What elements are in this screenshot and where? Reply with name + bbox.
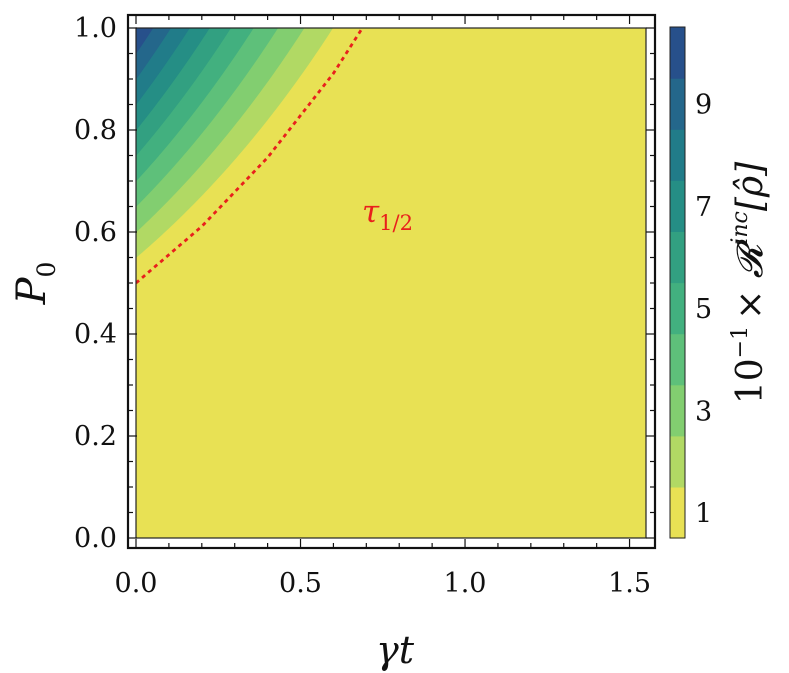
colorbar-band <box>670 129 685 181</box>
y-tick-label: 1.0 <box>74 13 117 44</box>
y-tick-label: 0.6 <box>74 217 117 248</box>
y-tick-label: 0.4 <box>74 319 117 350</box>
x-axis-title: γt <box>376 628 415 672</box>
x-tick-label: 1.5 <box>608 568 651 599</box>
y-axis-title: P0 <box>9 262 61 306</box>
colorbar-band <box>670 435 685 488</box>
colorbar-band <box>670 180 685 232</box>
colorbar-tick-label: 1 <box>695 498 712 529</box>
outer-frame <box>126 13 657 550</box>
colorbar-band <box>670 282 685 335</box>
colorbar-band <box>670 486 685 539</box>
x-tick-label: 0.0 <box>115 568 158 599</box>
colorbar-tick-label: 3 <box>695 396 712 427</box>
contour-band-9 <box>136 28 154 55</box>
colorbar-band <box>670 384 685 437</box>
x-tick-label: 0.5 <box>279 568 322 599</box>
y-tick-label: 0.8 <box>74 115 117 146</box>
y-tick-label: 0.0 <box>74 523 117 554</box>
colorbar-band <box>670 27 685 79</box>
colorbar-band <box>670 231 685 284</box>
colorbar-band <box>670 333 685 386</box>
plot-frame <box>135 27 647 539</box>
colorbar-tick-label: 7 <box>695 192 712 223</box>
colorbar-tick-label: 9 <box>695 90 712 121</box>
svg-text:P0: P0 <box>9 262 61 306</box>
x-tick-label: 1.0 <box>444 568 487 599</box>
svg-text:10−1× 𝓡inc[ρ̂]: 10−1× 𝓡inc[ρ̂] <box>728 161 771 404</box>
colorbar-title: 10−1× 𝓡inc[ρ̂] <box>728 161 771 404</box>
y-tick-label: 0.2 <box>74 421 117 452</box>
colorbar-tick-label: 5 <box>695 294 712 325</box>
tau-half-label: τ1/2 <box>362 194 413 235</box>
colorbar-frame <box>669 26 686 539</box>
colorbar-band <box>670 78 685 130</box>
